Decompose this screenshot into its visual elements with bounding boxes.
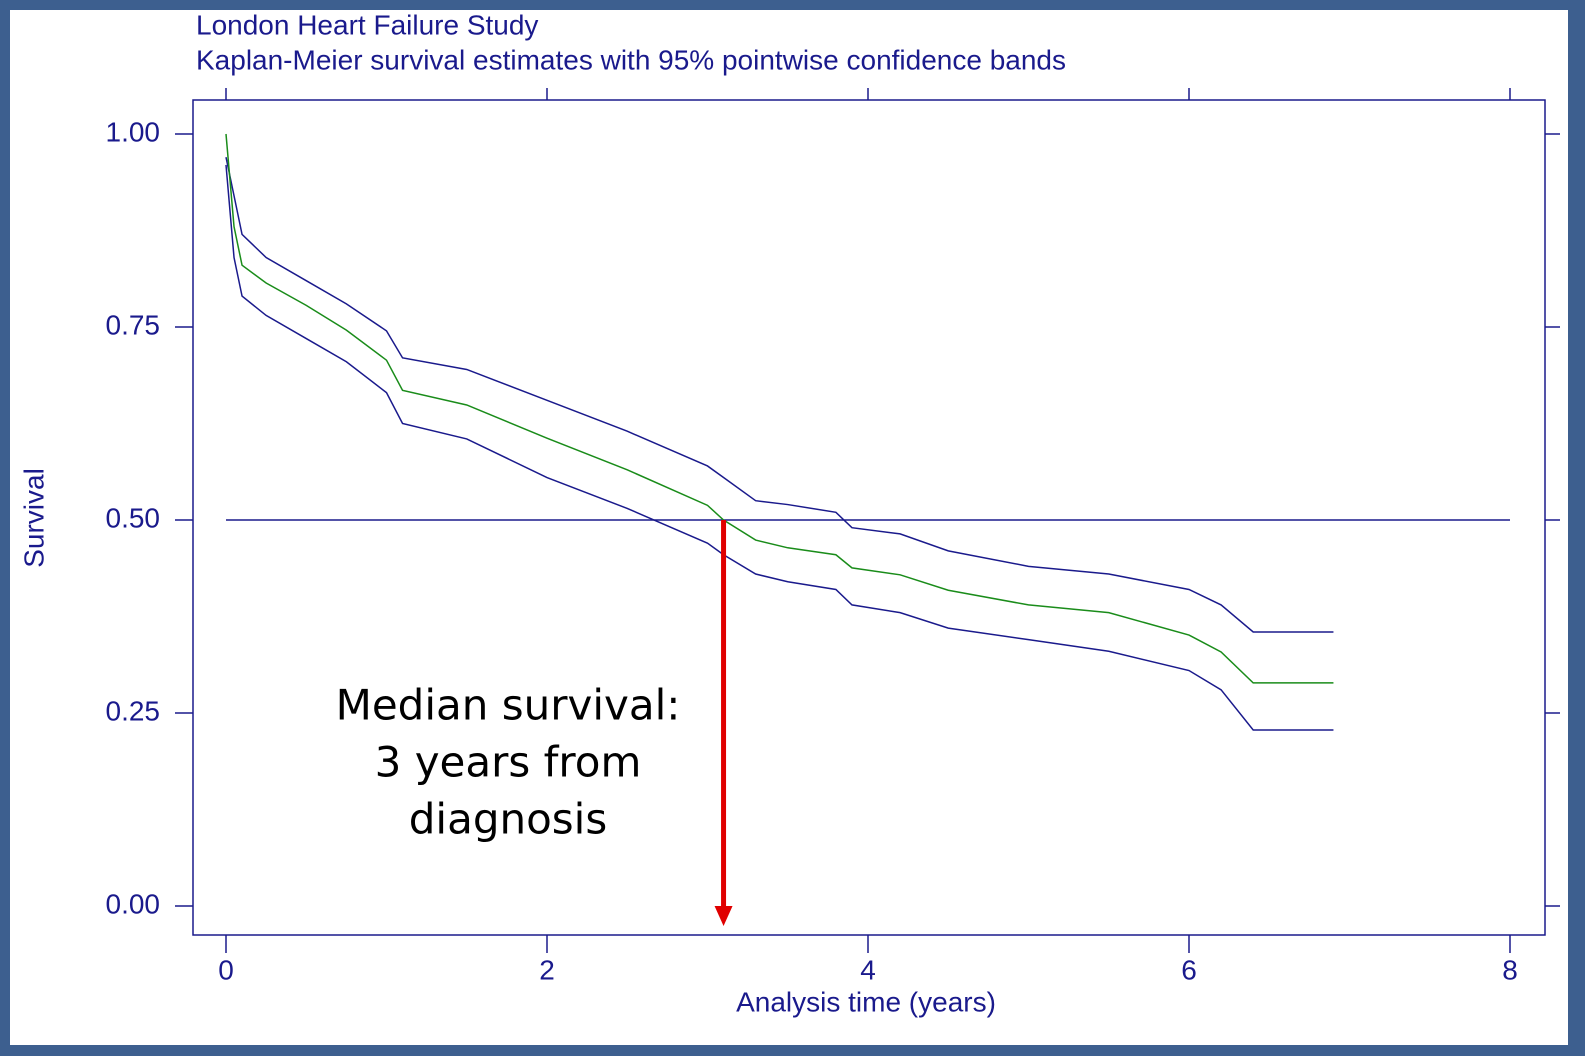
chart-title: London Heart Failure Study <box>196 9 538 40</box>
annotation: Median survival: <box>336 681 681 730</box>
x-axis-title: Analysis time (years) <box>736 986 996 1017</box>
plot-frame <box>192 99 1546 936</box>
chart-subtitle: Kaplan-Meier survival estimates with 95%… <box>196 44 1066 75</box>
y-tick-label: 0.25 <box>106 695 161 726</box>
y-axis-title: Survival <box>18 468 49 568</box>
annotation: 3 years from <box>375 738 642 787</box>
slide-background <box>10 10 1568 1045</box>
y-tick-label: 1.00 <box>106 116 161 147</box>
x-tick-label: 4 <box>860 954 876 985</box>
x-tick-label: 6 <box>1181 954 1197 985</box>
arrow-head <box>714 906 733 926</box>
y-tick-label: 0.75 <box>106 309 161 340</box>
y-tick-label: 0.00 <box>106 888 161 919</box>
x-tick-label: 0 <box>218 954 234 985</box>
annotation: diagnosis <box>409 795 607 844</box>
x-tick-label: 8 <box>1502 954 1518 985</box>
x-tick-label: 2 <box>539 954 555 985</box>
y-tick-label: 0.50 <box>106 502 161 533</box>
survival-line <box>225 157 1334 633</box>
